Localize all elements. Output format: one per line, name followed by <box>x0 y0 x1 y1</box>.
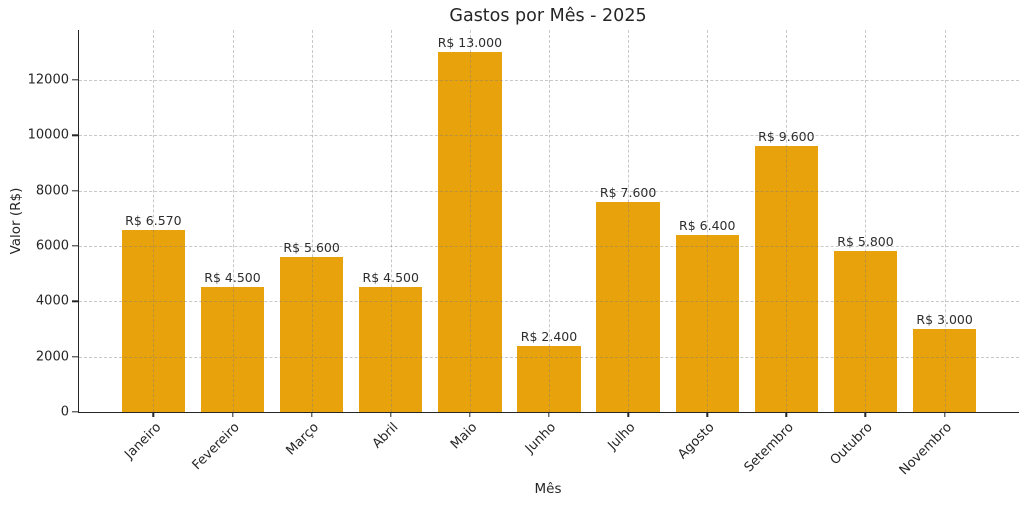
bar <box>596 201 660 412</box>
y-axis-label: Valor (R$) <box>8 187 24 255</box>
x-tick-label: Janeiro <box>121 420 164 463</box>
y-tick-label: 2000 <box>35 349 69 365</box>
x-tick-label: Outubro <box>827 420 877 469</box>
y-tick-mark <box>72 300 78 302</box>
v-gridline <box>153 30 155 412</box>
v-gridline <box>944 30 946 412</box>
bar-value-label: R$ 13.000 <box>437 35 503 51</box>
chart-title: Gastos por Mês - 2025 <box>449 6 647 26</box>
v-gridline <box>786 30 788 412</box>
x-tick-label: Setembro <box>741 420 797 476</box>
x-tick-mark <box>152 412 155 417</box>
x-tick-label: Julho <box>605 420 639 454</box>
h-gridline <box>79 301 1019 303</box>
x-tick-label: Fevereiro <box>189 420 244 474</box>
bar <box>438 52 502 412</box>
x-tick-label: Abril <box>369 420 402 452</box>
h-gridline <box>79 245 1019 247</box>
y-tick-mark <box>72 189 78 192</box>
y-tick-label: 4000 <box>35 293 69 309</box>
y-tick-mark <box>72 134 78 136</box>
bar-value-label: R$ 5.600 <box>283 239 340 255</box>
bar <box>121 230 186 412</box>
bars-layer <box>79 30 1019 412</box>
bar-value-label: R$ 4.500 <box>204 270 261 286</box>
y-tick-mark <box>72 355 78 358</box>
bar <box>754 146 819 412</box>
bar-value-label: R$ 5.800 <box>837 234 894 250</box>
bar-value-label: R$ 2.400 <box>520 328 578 344</box>
bar-value-label: R$ 9.600 <box>758 129 815 145</box>
y-tick-label: 10000 <box>27 127 69 143</box>
y-tick-mark <box>72 411 78 413</box>
x-tick-mark <box>627 412 629 417</box>
v-gridline <box>628 30 630 412</box>
plot-area: R$ 6.570 Janeiro R$ 4.500 Fevereiro R$ 5.600… <box>28 30 1019 478</box>
x-tick-mark <box>390 412 392 417</box>
bar <box>675 234 739 412</box>
v-gridline <box>549 30 550 412</box>
x-tick-label: Novembro <box>897 420 956 479</box>
x-tick-mark <box>469 412 471 417</box>
x-tick-label: Agosto <box>675 420 718 463</box>
x-tick-label: Maio <box>448 420 481 453</box>
x-tick-label: Junho <box>523 420 560 457</box>
y-tick-mark <box>72 79 78 81</box>
x-tick-mark <box>231 412 234 417</box>
bar <box>912 328 977 412</box>
h-gridline <box>79 135 1019 137</box>
bar-value-label: R$ 7.600 <box>599 184 657 200</box>
bar-value-label: R$ 3.000 <box>916 311 973 327</box>
x-axis-label: Mês <box>534 481 562 497</box>
bar-value-label: R$ 4.500 <box>362 270 419 286</box>
bar-value-label: R$ 6.400 <box>679 217 736 233</box>
y-tick-label: 6000 <box>35 238 69 254</box>
bar <box>517 345 581 412</box>
bar <box>279 256 344 412</box>
v-gridline <box>469 30 471 412</box>
h-gridline <box>79 190 1019 192</box>
h-gridline <box>79 79 1019 81</box>
x-tick-mark <box>943 412 946 417</box>
x-tick-mark <box>785 412 788 417</box>
x-tick-mark <box>310 412 313 417</box>
x-tick-mark <box>706 412 708 417</box>
y-tick-mark <box>72 245 78 247</box>
h-gridline <box>79 356 1019 358</box>
bar <box>200 287 265 412</box>
grid-overlay <box>79 30 1019 412</box>
y-tick-label: 8000 <box>35 183 69 199</box>
bar-value-label: R$ 6.570 <box>125 213 182 229</box>
v-gridline <box>707 30 709 412</box>
v-gridline <box>865 30 867 412</box>
v-gridline <box>311 30 313 412</box>
v-gridline <box>390 30 392 412</box>
labels-layer: R$ 6.570 Janeiro R$ 4.500 Fevereiro R$ 5.600… <box>28 30 1019 478</box>
x-tick-mark <box>864 412 867 417</box>
y-tick-label: 12000 <box>27 72 69 88</box>
x-tick-label: Março <box>283 420 323 459</box>
bar <box>359 287 423 412</box>
bar <box>833 251 898 412</box>
v-gridline <box>232 30 234 412</box>
x-tick-mark <box>548 412 550 417</box>
y-tick-label: 0 <box>60 404 69 420</box>
